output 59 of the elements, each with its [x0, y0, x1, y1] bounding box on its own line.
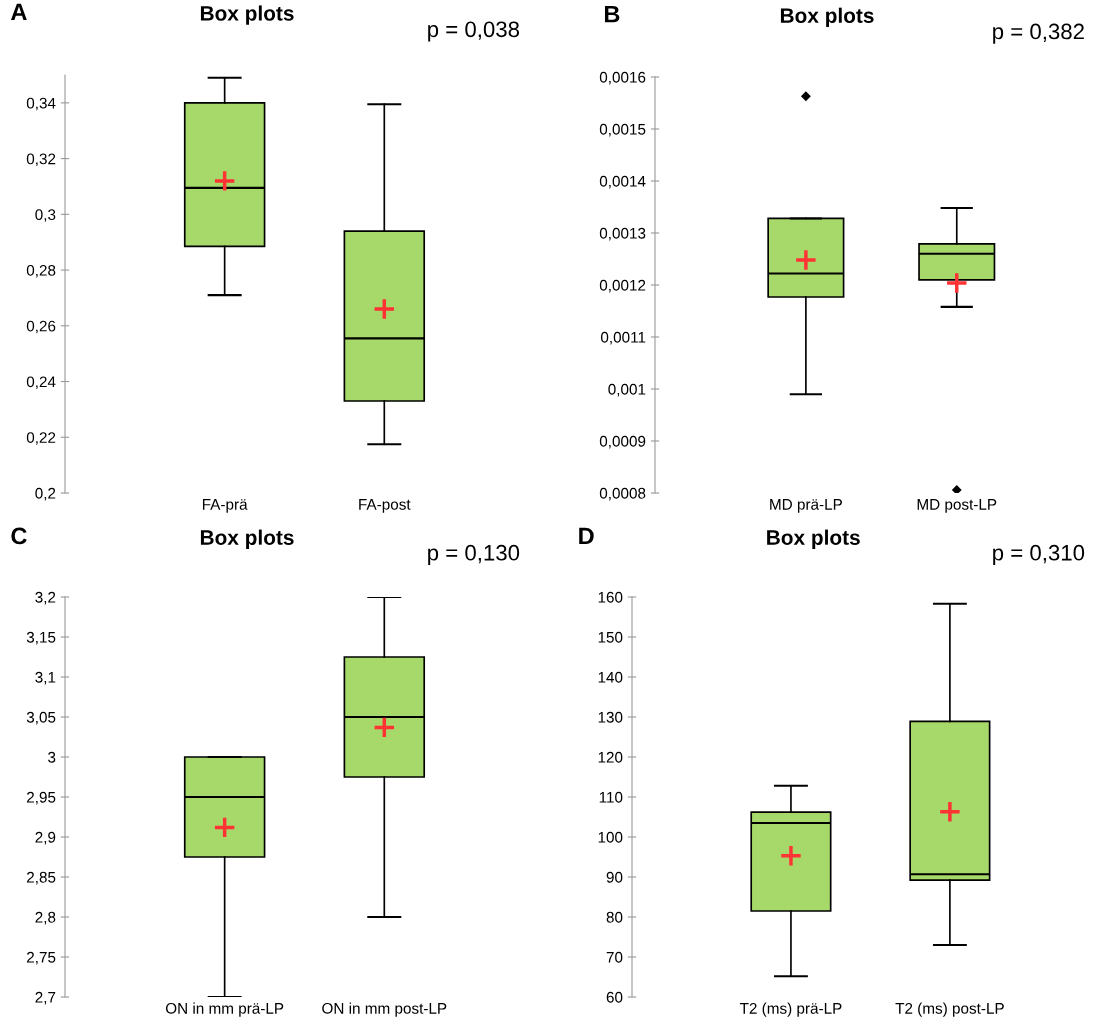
y-tick-label: 0,0013	[599, 227, 646, 241]
y-tick-label: 60	[606, 991, 623, 1003]
y-tick-label: 0,0015	[599, 123, 646, 137]
y-tick-label: 110	[599, 791, 623, 803]
y-tick-label: 100	[598, 831, 623, 843]
y-tick-label: 2,7	[35, 991, 56, 1005]
y-tick-label: 0,0014	[599, 175, 646, 189]
y-tick-label: 0,0016	[599, 71, 646, 85]
text: B	[604, 5, 620, 23]
x-tick-label: FA-post	[359, 499, 411, 513]
y-tick-label: 0,32	[26, 153, 56, 167]
y-tick-label: 160	[598, 591, 623, 603]
text: p = 0,130	[428, 544, 520, 565]
x-tick-label: ON in mm post-LP	[322, 1002, 447, 1017]
y-tick-label: 140	[598, 671, 623, 683]
y-tick-label: 70	[606, 951, 623, 963]
y-tick-label: 0,0012	[599, 279, 646, 293]
chart-title: Box plots	[780, 7, 874, 28]
y-tick-label: 2,8	[35, 911, 56, 925]
x-tick-label: MD post-LP	[917, 499, 997, 513]
y-tick-label: 2,95	[27, 791, 56, 805]
y-tick-label: 150	[598, 631, 623, 643]
y-tick-label: 3	[48, 751, 56, 763]
chart-title: Box plots	[200, 529, 294, 549]
y-tick-label: 120	[598, 751, 623, 763]
text: C	[11, 527, 27, 545]
text: p = 0,382	[993, 23, 1084, 44]
y-tick-label: 0,22	[26, 432, 56, 445]
y-tick-label: 2,9	[35, 831, 56, 845]
chart-title: Box plots	[200, 5, 294, 25]
text: p = 0,038	[428, 21, 520, 42]
y-tick-label: 0,24	[26, 376, 56, 390]
y-tick-label: 3,05	[26, 711, 56, 725]
y-tick-label: 2,75	[27, 951, 56, 965]
y-tick-label: 3,15	[26, 631, 56, 645]
y-tick-label: 0,0008	[599, 487, 646, 501]
y-tick-label: 130	[598, 711, 623, 723]
y-tick-label: 0,2	[35, 487, 56, 501]
y-tick-label: 2,85	[27, 871, 56, 885]
y-tick-label: 0,28	[26, 264, 56, 278]
y-tick-label: 0,3	[35, 209, 56, 222]
y-tick-label: 0,26	[26, 320, 56, 334]
y-tick-label: 90	[606, 871, 623, 883]
text: A	[10, 3, 27, 20]
chart-title: Box plots	[767, 529, 860, 549]
text: D	[579, 527, 594, 545]
y-tick-label: 80	[606, 911, 623, 923]
y-tick-label: 0,001	[608, 383, 646, 397]
x-tick-label: ON in mm prä-LP	[165, 1002, 284, 1017]
y-tick-label: 3,1	[35, 671, 56, 685]
y-tick-label: 3,2	[35, 591, 56, 605]
x-tick-label: T2 (ms) prä-LP	[739, 1002, 842, 1017]
text: p = 0,310	[993, 544, 1085, 565]
y-tick-label: 0,0009	[599, 435, 646, 449]
x-tick-label: T2 (ms) post-LP	[895, 1002, 1004, 1017]
x-tick-label: FA-prä	[202, 499, 248, 513]
y-tick-label: 0,0011	[600, 331, 646, 345]
y-tick-label: 0,34	[26, 97, 56, 111]
x-tick-label: MD prä-LP	[770, 499, 842, 513]
